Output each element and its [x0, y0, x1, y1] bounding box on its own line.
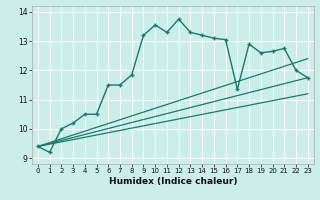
X-axis label: Humidex (Indice chaleur): Humidex (Indice chaleur)	[108, 177, 237, 186]
